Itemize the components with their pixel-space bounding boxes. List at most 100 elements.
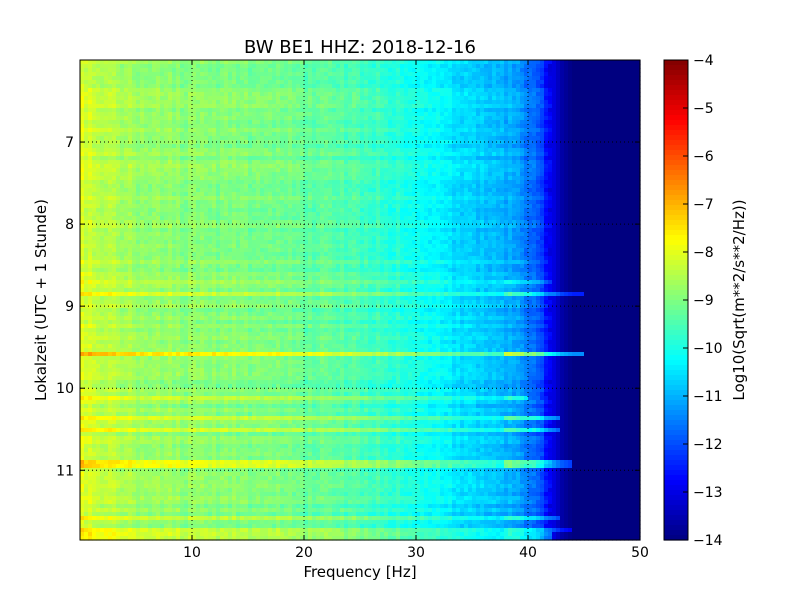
heatmap-cell — [516, 108, 521, 113]
heatmap-cell — [236, 76, 241, 81]
heatmap-cell — [232, 128, 237, 133]
heatmap-cell — [140, 104, 145, 109]
heatmap-cell — [456, 112, 461, 117]
heatmap-cell — [276, 144, 281, 149]
heatmap-cell — [420, 188, 425, 193]
heatmap-cell — [108, 180, 113, 185]
heatmap-cell — [268, 164, 273, 169]
heatmap-cell — [168, 156, 173, 161]
heatmap-cell — [132, 196, 137, 201]
heatmap-cell — [196, 160, 201, 165]
heatmap-cell — [116, 120, 121, 125]
heatmap-cell — [364, 168, 369, 173]
heatmap-cell — [264, 108, 269, 113]
heatmap-cell — [616, 176, 621, 181]
heatmap-cell — [180, 176, 185, 181]
heatmap-cell — [352, 124, 357, 129]
heatmap-cell — [480, 68, 485, 73]
heatmap-cell — [568, 160, 573, 165]
heatmap-cell — [200, 132, 205, 137]
heatmap-cell — [240, 92, 245, 97]
heatmap-cell — [132, 64, 137, 69]
heatmap-cell — [580, 148, 585, 153]
heatmap-cell — [472, 124, 477, 129]
heatmap-cell — [264, 112, 269, 117]
heatmap-cell — [532, 136, 537, 141]
heatmap-cell — [408, 196, 413, 201]
heatmap-cell — [548, 188, 553, 193]
heatmap-cell — [364, 88, 369, 93]
heatmap-cell — [368, 60, 373, 65]
heatmap-cell — [356, 60, 361, 65]
heatmap-cell — [544, 96, 549, 101]
heatmap-cell — [408, 184, 413, 189]
heatmap-cell — [588, 100, 593, 105]
heatmap-cell — [148, 124, 153, 129]
heatmap-cell — [588, 116, 593, 121]
heatmap-cell — [212, 88, 217, 93]
heatmap-cell — [624, 160, 629, 165]
heatmap-cell — [496, 152, 501, 157]
heatmap-cell — [236, 132, 241, 137]
heatmap-cell — [200, 184, 205, 189]
heatmap-cell — [304, 160, 309, 165]
heatmap-cell — [168, 60, 173, 65]
heatmap-cell — [528, 84, 533, 89]
heatmap-cell — [168, 160, 173, 165]
heatmap-cell — [336, 88, 341, 93]
heatmap-cell — [168, 192, 173, 197]
heatmap-cell — [256, 100, 261, 105]
heatmap-cell — [460, 68, 465, 73]
heatmap-cell — [316, 156, 321, 161]
heatmap-cell — [196, 172, 201, 177]
heatmap-cell — [544, 180, 549, 185]
heatmap-cell — [344, 100, 349, 105]
heatmap-cell — [104, 172, 109, 177]
heatmap-cell — [256, 88, 261, 93]
heatmap-cell — [332, 200, 337, 205]
heatmap-cell — [368, 80, 373, 85]
heatmap-cell — [560, 68, 565, 73]
heatmap-cell — [448, 172, 453, 177]
heatmap-cell — [624, 108, 629, 113]
heatmap-cell — [328, 184, 333, 189]
heatmap-cell — [272, 92, 277, 97]
heatmap-cell — [564, 136, 569, 141]
heatmap-cell — [228, 68, 233, 73]
heatmap-cell — [392, 164, 397, 169]
heatmap-cell — [424, 168, 429, 173]
heatmap-cell — [596, 116, 601, 121]
heatmap-cell — [336, 168, 341, 173]
heatmap-cell — [436, 72, 441, 77]
heatmap-cell — [316, 180, 321, 185]
heatmap-cell — [220, 144, 225, 149]
heatmap-cell — [368, 192, 373, 197]
heatmap-cell — [156, 188, 161, 193]
heatmap-cell — [552, 136, 557, 141]
heatmap-cell — [248, 136, 253, 141]
heatmap-cell — [220, 84, 225, 89]
heatmap-cell — [392, 104, 397, 109]
heatmap-cell — [312, 80, 317, 85]
heatmap-cell — [248, 164, 253, 169]
heatmap-cell — [496, 60, 501, 65]
heatmap-cell — [264, 128, 269, 133]
heatmap-cell — [572, 164, 577, 169]
heatmap-cell — [536, 88, 541, 93]
heatmap-cell — [508, 196, 513, 201]
heatmap-cell — [632, 116, 637, 121]
heatmap-cell — [212, 100, 217, 105]
heatmap-cell — [328, 144, 333, 149]
heatmap-cell — [212, 144, 217, 149]
heatmap-cell — [476, 136, 481, 141]
heatmap-cell — [152, 108, 157, 113]
heatmap-cell — [324, 144, 329, 149]
heatmap-cell — [364, 104, 369, 109]
heatmap-cell — [128, 200, 133, 205]
heatmap-cell — [468, 112, 473, 117]
heatmap-cell — [156, 132, 161, 137]
heatmap-cell — [540, 180, 545, 185]
heatmap-cell — [328, 88, 333, 93]
heatmap-cell — [356, 76, 361, 81]
heatmap-cell — [444, 100, 449, 105]
